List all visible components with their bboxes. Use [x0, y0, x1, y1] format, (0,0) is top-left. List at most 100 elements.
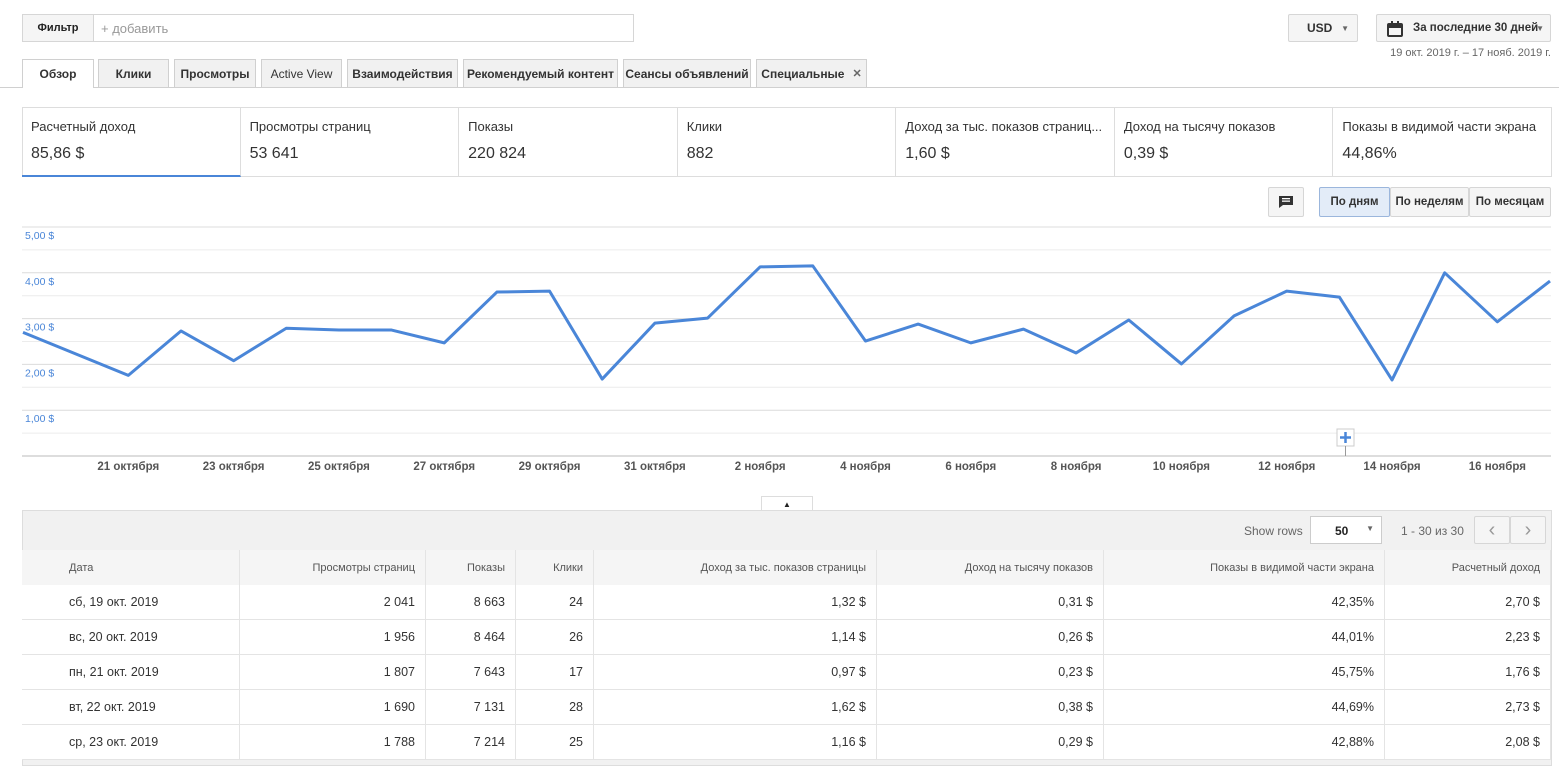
metric-card[interactable]: Показы в видимой части экрана 44,86% [1333, 107, 1552, 177]
prev-page[interactable]: ‹ [1474, 516, 1510, 544]
collapse-toggle[interactable]: ▲ [761, 496, 813, 511]
table-cell: 0,23 $ [877, 655, 1104, 690]
tab-label: Просмотры [180, 66, 250, 81]
table-cell: 2,70 $ [1385, 585, 1551, 620]
table-cell: 42,88% [1104, 725, 1385, 760]
table-cell: 24 [516, 585, 594, 620]
x-tick-label: 6 ноября [945, 461, 996, 473]
tab[interactable]: Рекомендуемый контент [463, 59, 618, 87]
calendar-icon [1387, 21, 1403, 37]
table-cell: 0,29 $ [877, 725, 1104, 760]
dropdown-arrow: ▼ [1341, 23, 1349, 33]
tab[interactable]: Просмотры [174, 59, 256, 87]
x-tick-label: 16 ноября [1469, 461, 1526, 473]
metric-label: Доход за тыс. показов страниц... [905, 119, 1103, 134]
tab-label: Сеансы объявлений [625, 66, 749, 81]
table-cell: 44,01% [1104, 620, 1385, 655]
table-cell: 8 663 [426, 585, 516, 620]
tab-label: Клики [115, 66, 152, 81]
metric-card[interactable]: Клики 882 [678, 107, 897, 177]
show-rows-select[interactable]: 50 ▼ [1310, 516, 1382, 544]
table-cell: пн, 21 окт. 2019 [22, 655, 240, 690]
column-header[interactable]: Показы в видимой части экрана [1104, 550, 1385, 585]
currency-select[interactable]: USD ▼ [1288, 14, 1358, 42]
table-cell: 7 131 [426, 690, 516, 725]
granularity-button[interactable]: По неделям [1390, 187, 1469, 217]
tab[interactable]: Сеансы объявлений [623, 59, 751, 87]
table-cell: 26 [516, 620, 594, 655]
table-cell: 25 [516, 725, 594, 760]
table-cell: 45,75% [1104, 655, 1385, 690]
tab-label: Обзор [39, 67, 77, 81]
annotation-marker[interactable] [1336, 428, 1355, 456]
close-icon[interactable]: ✕ [852, 68, 862, 80]
currency: USD [1307, 21, 1333, 35]
tab-divider [0, 87, 1559, 88]
table-cell: 1,62 $ [594, 690, 877, 725]
column-header[interactable]: Показы [426, 550, 516, 585]
x-tick-label: 14 ноября [1363, 461, 1420, 473]
tab[interactable]: Обзор [22, 59, 94, 88]
table-cell: 1,16 $ [594, 725, 877, 760]
metric-card[interactable]: Просмотры страниц 53 641 [241, 107, 460, 177]
table-cell: 2,73 $ [1385, 690, 1551, 725]
tab-label: Рекомендуемый контент [467, 66, 614, 81]
table-cell: 2,23 $ [1385, 620, 1551, 655]
metric-card[interactable]: Показы 220 824 [459, 107, 678, 177]
tab[interactable]: Взаимодействия [347, 59, 458, 87]
metrics-panel [22, 107, 1552, 177]
dropdown-arrow: ▼ [1536, 23, 1544, 33]
next-page[interactable]: › [1510, 516, 1546, 544]
column-header[interactable]: Клики [516, 550, 594, 585]
column-header[interactable]: Просмотры страниц [240, 550, 426, 585]
tab-label: Взаимодействия [352, 66, 453, 81]
table-cell: 1,32 $ [594, 585, 877, 620]
table-cell: 0,26 $ [877, 620, 1104, 655]
tab[interactable]: Специальные ✕ [756, 59, 867, 87]
column-header[interactable]: Дата [22, 550, 240, 585]
table-cell: 1 956 [240, 620, 426, 655]
metric-value: 882 [686, 145, 714, 162]
table-cell: 1,14 $ [594, 620, 877, 655]
metric-card[interactable]: Доход за тыс. показов страниц... 1,60 $ [896, 107, 1115, 177]
metric-card[interactable]: Расчетный доход 85,86 $ [22, 107, 241, 177]
column-header[interactable]: Расчетный доход [1385, 550, 1551, 585]
table-cell: ср, 23 окт. 2019 [22, 725, 240, 760]
tab-label: Специальные [761, 66, 845, 81]
x-tick-label: 21 октября [97, 461, 159, 473]
y-tick-label: 1,00 $ [25, 413, 54, 425]
granularity-button[interactable]: По дням [1319, 187, 1390, 217]
table-cell: 28 [516, 690, 594, 725]
filter-label[interactable]: Фильтр [23, 15, 94, 41]
table-cell: 7 214 [426, 725, 516, 760]
date-range-dates: 19 окт. 2019 г. – 17 нояб. 2019 г. [1390, 47, 1551, 59]
filter-bar[interactable]: Фильтр + добавить [22, 14, 634, 42]
x-tick-label: 8 ноября [1051, 461, 1102, 473]
metric-label: Просмотры страниц [249, 119, 371, 134]
granularity-button[interactable]: По месяцам [1469, 187, 1551, 217]
tab[interactable]: Active View [261, 59, 342, 87]
table-cell: 42,35% [1104, 585, 1385, 620]
table-cell: 1 788 [240, 725, 426, 760]
metric-label: Доход на тысячу показов [1123, 119, 1276, 134]
x-tick-label: 23 октября [203, 461, 265, 473]
y-tick-label: 2,00 $ [25, 367, 54, 379]
table-cell: 2,08 $ [1385, 725, 1551, 760]
column-header[interactable]: Доход на тысячу показов [877, 550, 1104, 585]
table-cell: 17 [516, 655, 594, 690]
date-range-select[interactable]: За последние 30 дней ▼ [1376, 14, 1551, 42]
tab[interactable]: Клики [98, 59, 169, 87]
table-cell: вт, 22 окт. 2019 [22, 690, 240, 725]
table-cell: 0,97 $ [594, 655, 877, 690]
table-cell: 0,31 $ [877, 585, 1104, 620]
metric-value: 53 641 [249, 145, 299, 162]
metric-card[interactable]: Доход на тысячу показов 0,39 $ [1115, 107, 1334, 177]
column-header[interactable]: Доход за тыс. показов страницы [594, 550, 877, 585]
metric-value: 44,86% [1342, 145, 1397, 162]
filter-input[interactable]: + добавить [101, 20, 169, 36]
annotation-button[interactable] [1268, 187, 1304, 217]
pagination: 1 - 30 из 30 [1401, 524, 1464, 538]
x-tick-label: 31 октября [624, 461, 686, 473]
metric-value: 85,86 $ [31, 145, 85, 162]
table-cell: 2 041 [240, 585, 426, 620]
